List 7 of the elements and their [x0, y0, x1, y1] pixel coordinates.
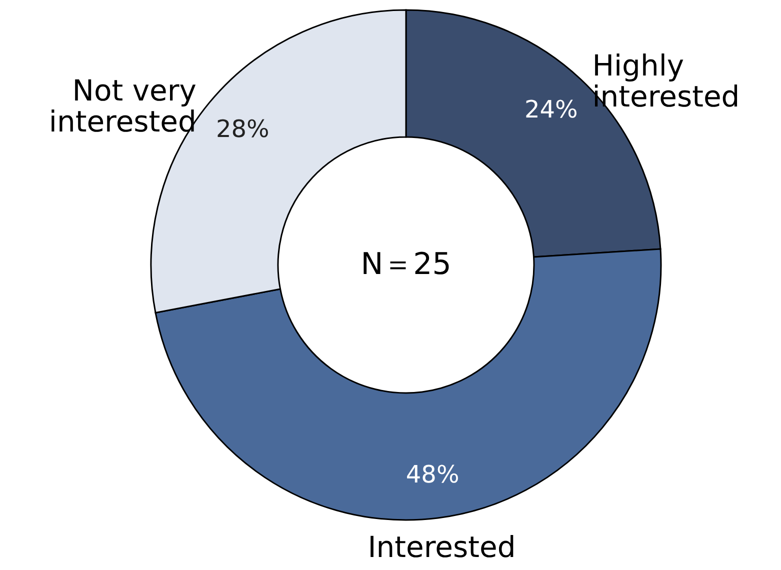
data-label: 24% [524, 95, 578, 124]
slice-label: Interested [368, 530, 516, 564]
text: N＝25 [360, 247, 452, 282]
slice-label: Not very interested [48, 74, 196, 139]
slice-label: Highly interested [592, 48, 740, 114]
data-label: 48% [406, 460, 460, 488]
data-label: 28% [216, 114, 270, 143]
